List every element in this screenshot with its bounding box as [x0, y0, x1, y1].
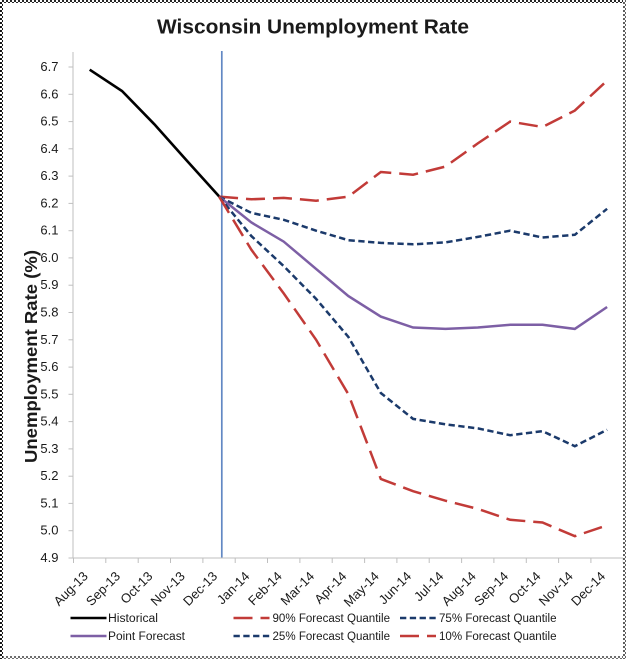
svg-text:Unemployment Rate (%): Unemployment Rate (%)	[21, 250, 41, 463]
svg-text:Wisconsin Unemployment Rate: Wisconsin Unemployment Rate	[157, 16, 469, 39]
svg-text:10% Forecast Quantile: 10% Forecast Quantile	[439, 631, 557, 643]
svg-text:6.4: 6.4	[40, 141, 58, 156]
svg-text:6.5: 6.5	[40, 114, 58, 129]
svg-text:Point Forecast: Point Forecast	[108, 631, 186, 643]
svg-text:6.1: 6.1	[40, 223, 58, 238]
svg-text:6.6: 6.6	[40, 86, 58, 101]
svg-text:Aug-13: Aug-13	[51, 569, 91, 609]
svg-text:75% Forecast Quantile: 75% Forecast Quantile	[439, 613, 557, 625]
svg-text:May-14: May-14	[341, 569, 382, 610]
svg-text:Nov-13: Nov-13	[148, 569, 188, 609]
svg-text:5.4: 5.4	[40, 414, 58, 429]
svg-text:5.2: 5.2	[40, 468, 58, 483]
svg-text:5.3: 5.3	[40, 441, 58, 456]
svg-text:Jun-14: Jun-14	[376, 569, 415, 608]
svg-text:5.0: 5.0	[40, 523, 58, 538]
svg-text:Jan-14: Jan-14	[214, 569, 253, 608]
svg-text:6.2: 6.2	[40, 195, 58, 210]
svg-text:6.7: 6.7	[40, 59, 58, 74]
svg-text:5.1: 5.1	[40, 495, 58, 510]
svg-text:6.0: 6.0	[40, 250, 58, 265]
svg-text:Sep-13: Sep-13	[83, 569, 123, 609]
svg-text:Feb-14: Feb-14	[245, 569, 285, 609]
svg-text:Dec-13: Dec-13	[180, 569, 220, 609]
svg-text:4.9: 4.9	[40, 550, 58, 565]
svg-text:Dec-14: Dec-14	[568, 569, 608, 609]
svg-text:5.8: 5.8	[40, 305, 58, 320]
svg-text:25% Forecast Quantile: 25% Forecast Quantile	[273, 631, 391, 643]
svg-text:90% Forecast Quantile: 90% Forecast Quantile	[273, 613, 391, 625]
svg-text:Nov-14: Nov-14	[536, 569, 576, 609]
svg-text:5.5: 5.5	[40, 386, 58, 401]
svg-text:Historical: Historical	[108, 613, 158, 625]
svg-text:Sep-14: Sep-14	[471, 569, 511, 609]
svg-text:5.9: 5.9	[40, 277, 58, 292]
svg-text:5.6: 5.6	[40, 359, 58, 374]
svg-text:Aug-14: Aug-14	[439, 569, 479, 609]
svg-text:Mar-14: Mar-14	[277, 569, 317, 609]
svg-text:5.7: 5.7	[40, 332, 58, 347]
svg-text:6.3: 6.3	[40, 168, 58, 183]
